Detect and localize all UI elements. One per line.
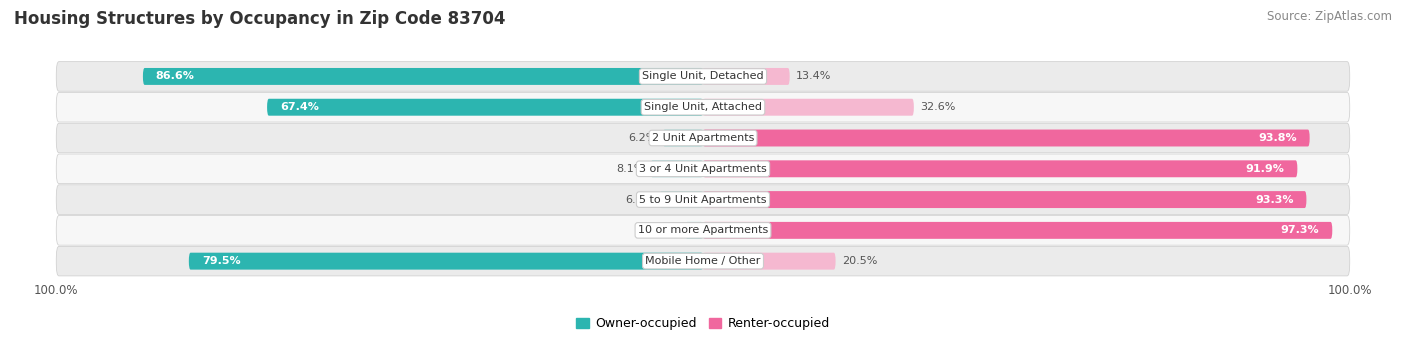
- Text: 79.5%: 79.5%: [202, 256, 240, 266]
- FancyBboxPatch shape: [703, 191, 1306, 208]
- FancyBboxPatch shape: [662, 130, 703, 147]
- FancyBboxPatch shape: [703, 253, 835, 270]
- Text: 10 or more Apartments: 10 or more Apartments: [638, 225, 768, 235]
- Text: Single Unit, Attached: Single Unit, Attached: [644, 102, 762, 112]
- FancyBboxPatch shape: [651, 160, 703, 177]
- Text: Single Unit, Detached: Single Unit, Detached: [643, 72, 763, 81]
- FancyBboxPatch shape: [56, 62, 1350, 91]
- FancyBboxPatch shape: [56, 154, 1350, 183]
- FancyBboxPatch shape: [703, 130, 1309, 147]
- Text: 32.6%: 32.6%: [921, 102, 956, 112]
- Text: 8.1%: 8.1%: [616, 164, 644, 174]
- FancyBboxPatch shape: [56, 92, 1350, 122]
- Text: 67.4%: 67.4%: [280, 102, 319, 112]
- FancyBboxPatch shape: [56, 123, 1350, 153]
- Text: 91.9%: 91.9%: [1246, 164, 1285, 174]
- FancyBboxPatch shape: [703, 68, 790, 85]
- Text: 97.3%: 97.3%: [1281, 225, 1319, 235]
- Text: Mobile Home / Other: Mobile Home / Other: [645, 256, 761, 266]
- Text: 93.3%: 93.3%: [1256, 195, 1294, 205]
- FancyBboxPatch shape: [703, 160, 1298, 177]
- Legend: Owner-occupied, Renter-occupied: Owner-occupied, Renter-occupied: [571, 312, 835, 336]
- FancyBboxPatch shape: [703, 222, 1333, 239]
- FancyBboxPatch shape: [703, 99, 914, 116]
- Text: Housing Structures by Occupancy in Zip Code 83704: Housing Structures by Occupancy in Zip C…: [14, 10, 506, 28]
- Text: 6.7%: 6.7%: [624, 195, 654, 205]
- Text: 6.2%: 6.2%: [628, 133, 657, 143]
- FancyBboxPatch shape: [267, 99, 703, 116]
- Text: 13.4%: 13.4%: [796, 72, 831, 81]
- FancyBboxPatch shape: [56, 216, 1350, 245]
- Text: 2.7%: 2.7%: [651, 225, 679, 235]
- Text: Source: ZipAtlas.com: Source: ZipAtlas.com: [1267, 10, 1392, 23]
- Text: 2 Unit Apartments: 2 Unit Apartments: [652, 133, 754, 143]
- Text: 5 to 9 Unit Apartments: 5 to 9 Unit Apartments: [640, 195, 766, 205]
- FancyBboxPatch shape: [686, 222, 703, 239]
- FancyBboxPatch shape: [143, 68, 703, 85]
- Text: 93.8%: 93.8%: [1258, 133, 1296, 143]
- Text: 86.6%: 86.6%: [156, 72, 194, 81]
- Text: 3 or 4 Unit Apartments: 3 or 4 Unit Apartments: [640, 164, 766, 174]
- FancyBboxPatch shape: [56, 246, 1350, 276]
- FancyBboxPatch shape: [659, 191, 703, 208]
- FancyBboxPatch shape: [56, 185, 1350, 214]
- FancyBboxPatch shape: [188, 253, 703, 270]
- Text: 20.5%: 20.5%: [842, 256, 877, 266]
